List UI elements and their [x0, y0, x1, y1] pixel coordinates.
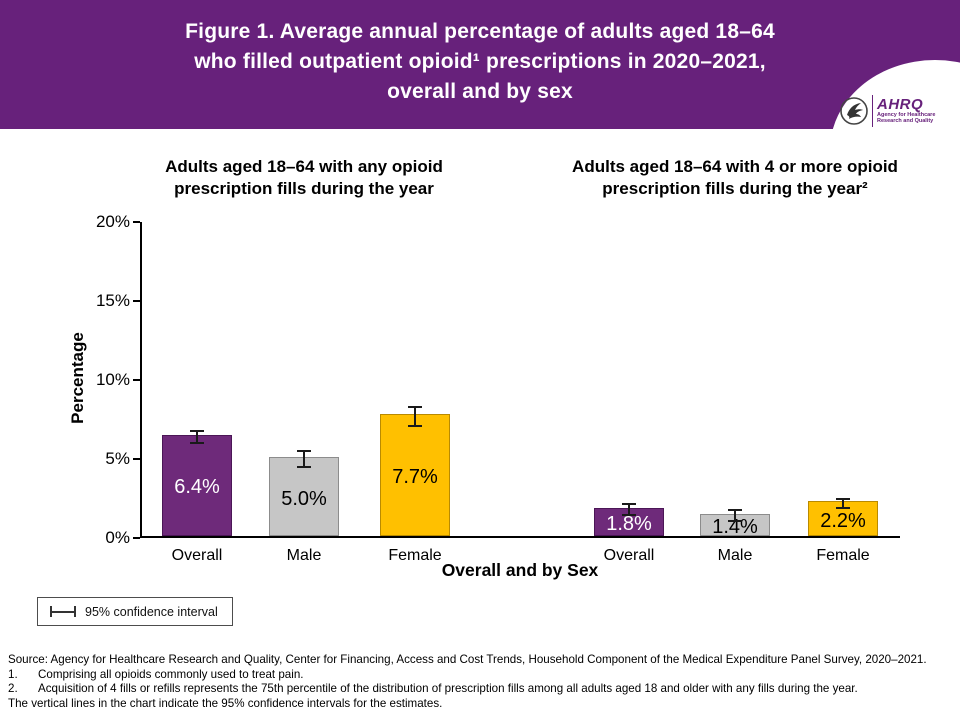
- bar-value-label: 1.4%: [712, 515, 758, 538]
- error-bar-cap-bottom: [297, 465, 311, 468]
- left-panel-subtitle: Adults aged 18–64 with any opioid prescr…: [165, 157, 443, 198]
- bar-male: [269, 457, 339, 536]
- footnote-1-number: 1.: [8, 667, 18, 681]
- right-panel-subtitle: Adults aged 18–64 with 4 or more opioid …: [572, 157, 898, 198]
- bar-value-label: 6.4%: [174, 476, 220, 499]
- category-label-overall: Overall: [171, 547, 223, 564]
- source-line: Source: Agency for Healthcare Research a…: [8, 653, 927, 666]
- error-bar-cap-bottom: [622, 514, 636, 517]
- footnote-2-number: 2.: [8, 682, 18, 695]
- error-bar-cap-bottom: [836, 506, 850, 509]
- error-bar-line: [414, 406, 416, 426]
- error-bar-cap-bottom: [408, 424, 422, 427]
- bar-value-label: 5.0%: [281, 487, 327, 510]
- error-bar-cap-bottom: [728, 520, 742, 523]
- y-tick-label: 15%: [95, 291, 130, 310]
- category-label-male: Male: [717, 547, 753, 564]
- y-tick-mark: [133, 537, 140, 539]
- figure-title-line1: Figure 1. Average annual percentage of a…: [185, 20, 775, 43]
- error-bar-cap-top: [622, 503, 636, 506]
- y-tick-label: 5%: [105, 449, 130, 468]
- footnote-2: 2. Acquisition of 4 fills or refills rep…: [8, 682, 956, 697]
- footnote-1: 1. Comprising all opioids commonly used …: [8, 668, 956, 683]
- y-tick-label: 10%: [95, 370, 130, 389]
- y-tick-mark: [133, 300, 140, 302]
- confidence-interval-legend: 95% confidence interval: [37, 597, 233, 626]
- ahrq-logo: AHRQ Agency for Healthcare Research and …: [838, 92, 960, 129]
- ahrq-logo-tagline-line1: Agency for Healthcare: [877, 111, 936, 118]
- y-tick-mark: [133, 221, 140, 223]
- figure-header: Figure 1. Average annual percentage of a…: [0, 0, 960, 129]
- error-bar-cap-bottom: [190, 442, 204, 445]
- error-bar-icon: [50, 606, 76, 617]
- confidence-interval-note: The vertical lines in the chart indicate…: [8, 696, 443, 710]
- figure-title-line3: overall and by sex: [387, 80, 573, 103]
- category-label-female: Female: [816, 547, 870, 564]
- x-axis-title: Overall and by Sex: [441, 560, 599, 580]
- footnote-2-text: Acquisition of 4 fills or refills repres…: [38, 682, 858, 695]
- legend-label: 95% confidence interval: [85, 604, 218, 619]
- bar-value-label: 2.2%: [820, 509, 866, 532]
- error-bar-cap-top: [297, 450, 311, 453]
- error-bar-line: [628, 504, 630, 516]
- bar-value-label: 1.8%: [606, 512, 652, 535]
- error-bar-cap-top: [408, 405, 422, 408]
- plot-area: 0% 5% 10% 15% 20% 6.4% Overall 5.0% Male 7.7% Fema…: [96, 212, 900, 564]
- figure-title: Figure 1. Average annual percentage of a…: [0, 17, 960, 107]
- y-tick-mark: [133, 379, 140, 381]
- error-bar-cap-top: [836, 497, 850, 500]
- ahrq-logo-name: AHRQ: [877, 95, 924, 113]
- error-bar-line: [196, 430, 198, 444]
- bar-value-label: 7.7%: [392, 466, 438, 489]
- y-tick-label: 20%: [95, 212, 130, 231]
- category-label-overall: Overall: [603, 547, 655, 564]
- error-bar-line: [734, 510, 736, 522]
- ahrq-logo-tagline-line2: Research and Quality: [877, 118, 934, 124]
- error-bar-line: [303, 451, 305, 467]
- hhs-eagle-icon: [840, 96, 868, 125]
- footnote-1-text: Comprising all opioids commonly used to …: [38, 667, 304, 681]
- y-tick-mark: [133, 458, 140, 460]
- error-bar-cap-top: [190, 429, 204, 432]
- figure-title-line2: who filled outpatient opioid¹ prescripti…: [194, 50, 766, 73]
- error-bar-line: [842, 498, 844, 508]
- error-bar-cap-top: [728, 509, 742, 512]
- bar-overall: [162, 434, 232, 536]
- y-tick-label: 0%: [105, 528, 130, 547]
- category-label-male: Male: [286, 547, 322, 564]
- figure-footer: Source: Agency for Healthcare Research a…: [8, 653, 956, 711]
- logo-divider: [872, 94, 873, 127]
- category-label-female: Female: [388, 547, 442, 564]
